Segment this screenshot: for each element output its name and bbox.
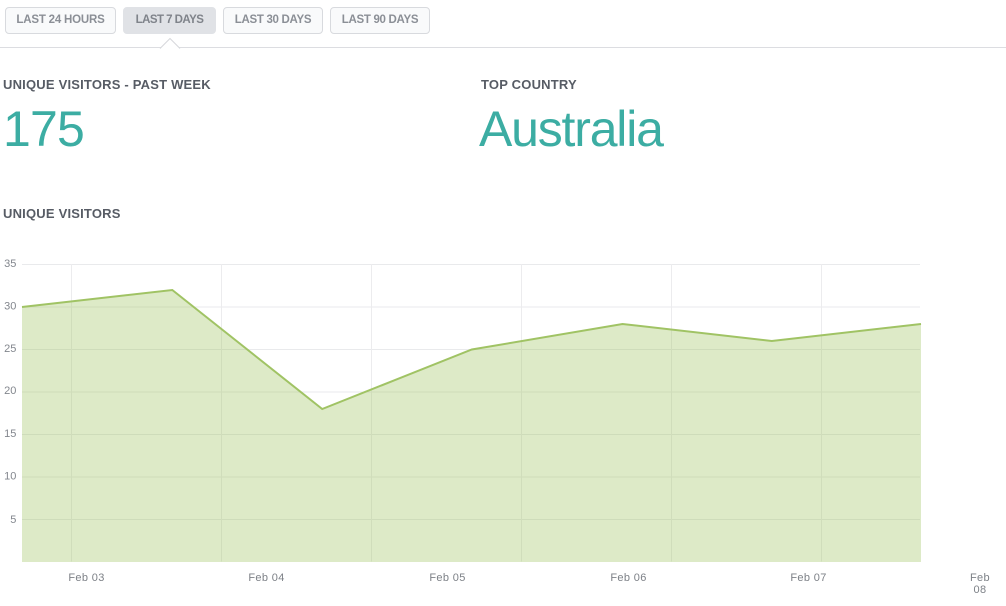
svg-text:Feb: Feb xyxy=(970,572,990,584)
svg-text:Feb 03: Feb 03 xyxy=(68,572,104,584)
svg-text:Feb 04: Feb 04 xyxy=(248,572,284,584)
svg-text:Feb 05: Feb 05 xyxy=(429,572,465,584)
svg-text:20: 20 xyxy=(4,385,16,397)
svg-text:25: 25 xyxy=(4,343,16,355)
svg-text:15: 15 xyxy=(4,428,16,440)
svg-text:5: 5 xyxy=(10,514,16,526)
svg-text:08: 08 xyxy=(974,584,987,596)
svg-text:35: 35 xyxy=(4,258,16,270)
svg-text:30: 30 xyxy=(4,301,16,313)
svg-text:Feb 06: Feb 06 xyxy=(610,572,646,584)
svg-text:Feb 07: Feb 07 xyxy=(790,572,826,584)
svg-text:10: 10 xyxy=(4,471,16,483)
